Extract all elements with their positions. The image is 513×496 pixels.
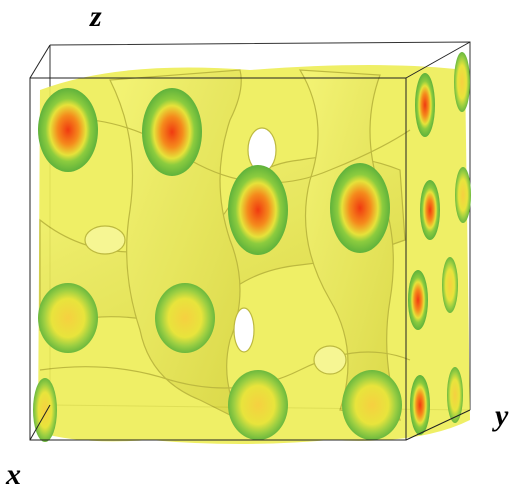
section xyxy=(420,180,440,240)
section xyxy=(330,163,390,253)
section xyxy=(410,375,430,435)
section xyxy=(408,270,428,330)
section xyxy=(33,378,57,442)
section xyxy=(228,370,288,440)
box-edge xyxy=(30,45,50,78)
section xyxy=(228,165,288,255)
section xyxy=(155,283,215,353)
section xyxy=(342,370,402,440)
axis-label: y xyxy=(492,399,509,432)
hole xyxy=(248,128,276,172)
section xyxy=(415,73,435,137)
axis-label: z xyxy=(89,0,102,33)
section xyxy=(455,167,471,223)
rendering: z y x xyxy=(0,0,513,491)
section xyxy=(142,88,202,176)
section xyxy=(454,52,470,112)
page: z y x (() => { const data = JSON.parse(d… xyxy=(0,0,513,491)
hole xyxy=(85,226,125,254)
section xyxy=(442,257,458,313)
hole xyxy=(314,346,346,374)
hole xyxy=(234,308,254,352)
section xyxy=(38,88,98,172)
section xyxy=(38,283,98,353)
axis-label: x xyxy=(5,458,21,491)
